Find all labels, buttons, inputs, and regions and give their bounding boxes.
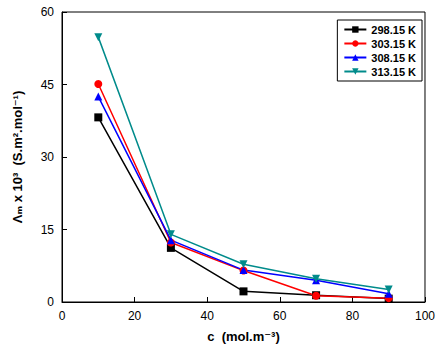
svg-text:c (mol.m⁻³): c (mol.m⁻³) [207,329,280,344]
svg-text:298.15 K: 298.15 K [371,24,416,36]
svg-text:60: 60 [41,5,55,19]
svg-text:Λₘ x 10³ (S.m².mol⁻¹): Λₘ x 10³ (S.m².mol⁻¹) [10,91,25,224]
svg-text:45: 45 [41,78,55,92]
svg-text:0: 0 [59,309,66,323]
svg-text:100: 100 [415,309,435,323]
svg-text:303.15 K: 303.15 K [371,38,416,50]
svg-text:313.15 K: 313.15 K [371,66,416,78]
svg-text:40: 40 [201,309,215,323]
svg-text:0: 0 [47,295,54,309]
svg-text:80: 80 [346,309,360,323]
svg-text:15: 15 [41,223,55,237]
svg-text:30: 30 [41,150,55,164]
svg-text:308.15 K: 308.15 K [371,52,416,64]
svg-text:20: 20 [128,309,142,323]
svg-text:60: 60 [273,309,287,323]
